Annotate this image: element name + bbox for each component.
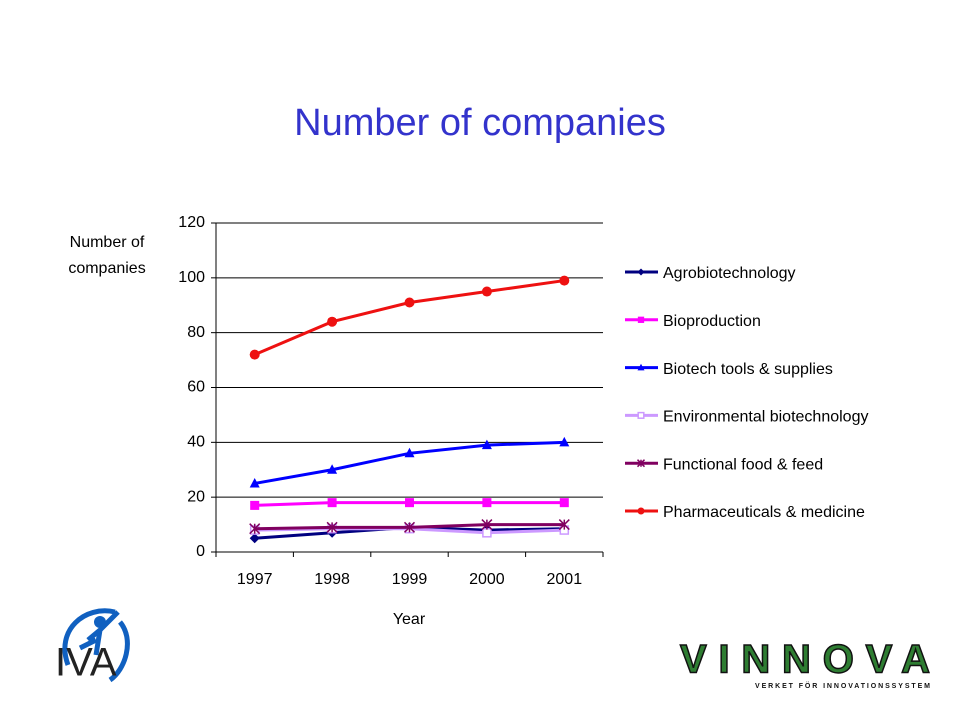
data-point: [559, 275, 570, 286]
legend-marker: [637, 316, 645, 323]
y-tick-label: 100: [178, 269, 205, 286]
y-tick-label: 40: [187, 434, 205, 451]
legend-marker: [636, 459, 646, 468]
data-point: [404, 297, 415, 308]
logo-tagline: VERKET FÖR INNOVATIONSSYSTEM: [755, 681, 930, 690]
data-point: [481, 439, 492, 450]
data-point: [559, 436, 570, 447]
data-point: [481, 519, 493, 531]
x-tick-label: 1999: [392, 571, 428, 588]
data-point: [327, 498, 337, 508]
data-point: [404, 447, 415, 458]
data-point: [249, 349, 260, 360]
data-point: [403, 521, 416, 533]
x-tick-label: 1998: [314, 571, 350, 588]
legend-label: Biotech tools & supplies: [663, 361, 833, 378]
legend-label: Environmental biotechnology: [663, 409, 868, 426]
vinnova-logo: VINNOVA VERKET FÖR INNOVATIONSSYSTEM: [679, 637, 931, 690]
legend-marker: [637, 268, 645, 276]
legend-label: Agrobiotechnology: [663, 265, 796, 282]
series-line: [254, 279, 565, 356]
data-point: [481, 286, 492, 297]
legend-marker: [637, 363, 645, 371]
chart-title: Number of companies: [294, 102, 666, 144]
logo-text: IVA: [55, 641, 117, 685]
legend-marker: [637, 507, 645, 515]
data-point: [482, 528, 492, 538]
y-axis-label: Number of companies: [68, 234, 146, 277]
legend-label: Bioproduction: [663, 313, 761, 330]
y-tick-label: 60: [187, 379, 205, 396]
data-point: [482, 498, 492, 508]
data-point: [405, 498, 414, 508]
y-tick-label: 0: [196, 543, 205, 560]
data-point: [559, 498, 569, 508]
logo-text: VINNOVA: [680, 638, 930, 682]
y-tick-label: 20: [187, 488, 205, 505]
data-point: [327, 316, 338, 327]
y-tick-label: 120: [178, 214, 205, 231]
data-point: [558, 519, 570, 531]
iva-logo: IVA: [55, 608, 130, 685]
legend-label: Functional food & feed: [663, 456, 823, 473]
x-tick-label: 2000: [469, 571, 505, 588]
data-point: [249, 523, 261, 535]
data-point: [250, 500, 260, 510]
y-tick-label: 80: [187, 324, 205, 341]
x-tick-label: 1997: [237, 571, 273, 588]
legend-marker: [637, 411, 645, 419]
x-axis-label: Year: [393, 611, 426, 628]
data-point: [327, 464, 338, 474]
data-point: [249, 477, 260, 488]
legend-label: Pharmaceuticals & medicine: [663, 504, 865, 521]
data-point: [249, 533, 260, 544]
x-tick-label: 2001: [547, 571, 583, 588]
data-point: [326, 521, 338, 533]
